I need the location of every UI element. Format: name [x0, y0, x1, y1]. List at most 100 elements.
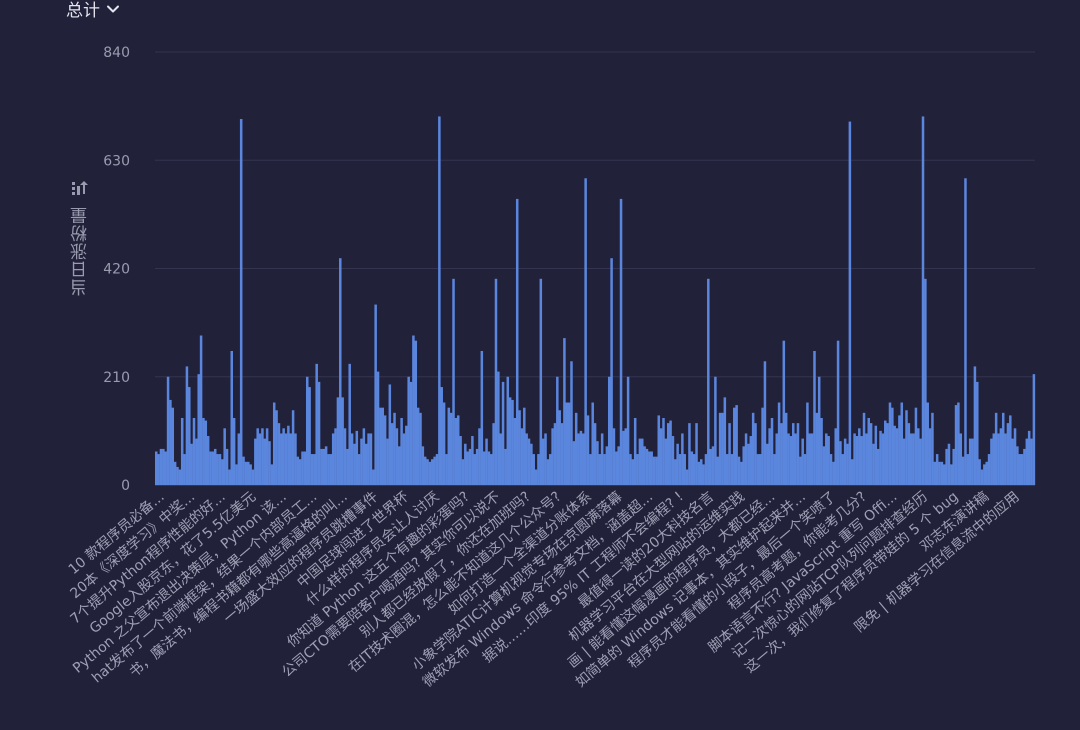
bar[interactable]: [475, 448, 479, 485]
bar[interactable]: [409, 381, 413, 485]
bar[interactable]: [914, 407, 918, 485]
bar[interactable]: [695, 423, 698, 485]
bar[interactable]: [839, 441, 842, 485]
bar[interactable]: [308, 387, 311, 485]
bar[interactable]: [645, 448, 649, 485]
bar[interactable]: [282, 428, 285, 485]
bar[interactable]: [768, 428, 771, 485]
bar[interactable]: [895, 428, 899, 485]
bar[interactable]: [952, 448, 955, 485]
bar[interactable]: [881, 433, 885, 485]
bar[interactable]: [313, 454, 316, 485]
bar[interactable]: [270, 464, 274, 485]
bar[interactable]: [789, 436, 793, 485]
bar[interactable]: [218, 454, 222, 485]
bar[interactable]: [817, 376, 821, 485]
bar[interactable]: [190, 443, 193, 485]
bar[interactable]: [603, 454, 606, 485]
bar[interactable]: [1004, 433, 1007, 485]
bar[interactable]: [449, 412, 453, 485]
bar[interactable]: [388, 384, 392, 485]
bar[interactable]: [692, 454, 696, 485]
bar[interactable]: [183, 454, 186, 485]
bar[interactable]: [216, 454, 219, 485]
bar[interactable]: [709, 448, 712, 485]
bar[interactable]: [744, 433, 748, 485]
bar[interactable]: [796, 423, 800, 485]
bar[interactable]: [346, 448, 349, 485]
bar[interactable]: [395, 428, 399, 485]
bar[interactable]: [747, 443, 750, 485]
bar[interactable]: [891, 407, 894, 485]
bar[interactable]: [173, 461, 177, 485]
bar[interactable]: [867, 417, 870, 485]
bar[interactable]: [766, 443, 769, 485]
bar[interactable]: [655, 456, 658, 485]
bar[interactable]: [572, 441, 576, 485]
bar[interactable]: [442, 402, 446, 485]
bar[interactable]: [678, 454, 682, 485]
bar[interactable]: [223, 428, 226, 485]
bar[interactable]: [579, 430, 583, 486]
bar[interactable]: [294, 433, 297, 485]
bar[interactable]: [532, 454, 535, 485]
bar[interactable]: [329, 454, 333, 485]
bar[interactable]: [353, 443, 356, 485]
bar[interactable]: [950, 464, 953, 485]
bar[interactable]: [725, 454, 729, 485]
bar[interactable]: [669, 420, 672, 485]
bar[interactable]: [697, 461, 701, 485]
bar[interactable]: [324, 446, 328, 485]
bar[interactable]: [544, 433, 547, 485]
bar[interactable]: [228, 469, 231, 485]
bar[interactable]: [426, 459, 429, 485]
bar[interactable]: [728, 423, 731, 485]
bar[interactable]: [303, 451, 307, 485]
bar[interactable]: [733, 407, 736, 485]
bar[interactable]: [393, 412, 396, 485]
bar[interactable]: [584, 178, 587, 486]
bar[interactable]: [999, 428, 1003, 485]
bar[interactable]: [758, 454, 762, 485]
bar[interactable]: [947, 443, 951, 485]
bar[interactable]: [548, 454, 552, 485]
bar[interactable]: [456, 415, 460, 485]
bar[interactable]: [980, 469, 984, 485]
bar[interactable]: [858, 428, 861, 485]
bar[interactable]: [169, 399, 172, 485]
bar[interactable]: [1001, 412, 1005, 485]
bar[interactable]: [813, 350, 816, 485]
bar[interactable]: [185, 366, 189, 485]
bar[interactable]: [454, 417, 458, 485]
bar[interactable]: [211, 451, 215, 485]
bar[interactable]: [546, 459, 550, 485]
bar[interactable]: [615, 451, 618, 485]
bar[interactable]: [954, 405, 958, 485]
bar[interactable]: [685, 469, 689, 485]
bar[interactable]: [501, 381, 505, 485]
bar[interactable]: [905, 410, 908, 485]
bar[interactable]: [742, 446, 745, 485]
bar[interactable]: [898, 415, 901, 485]
bar[interactable]: [577, 433, 580, 485]
bar[interactable]: [305, 376, 309, 485]
bar[interactable]: [612, 428, 616, 485]
bar[interactable]: [565, 402, 569, 485]
bar[interactable]: [563, 338, 566, 485]
bar[interactable]: [801, 438, 804, 485]
bar[interactable]: [978, 459, 981, 485]
bar[interactable]: [855, 436, 859, 485]
bar[interactable]: [192, 417, 196, 485]
bar[interactable]: [735, 405, 738, 485]
bar[interactable]: [261, 428, 264, 485]
bar[interactable]: [574, 412, 578, 485]
bar[interactable]: [924, 278, 927, 485]
bar[interactable]: [928, 428, 932, 485]
bar[interactable]: [707, 278, 710, 485]
bar[interactable]: [945, 448, 948, 485]
bar[interactable]: [879, 430, 882, 486]
bar[interactable]: [482, 451, 486, 485]
bar[interactable]: [334, 428, 337, 485]
bar[interactable]: [683, 454, 686, 485]
bar[interactable]: [610, 258, 613, 485]
